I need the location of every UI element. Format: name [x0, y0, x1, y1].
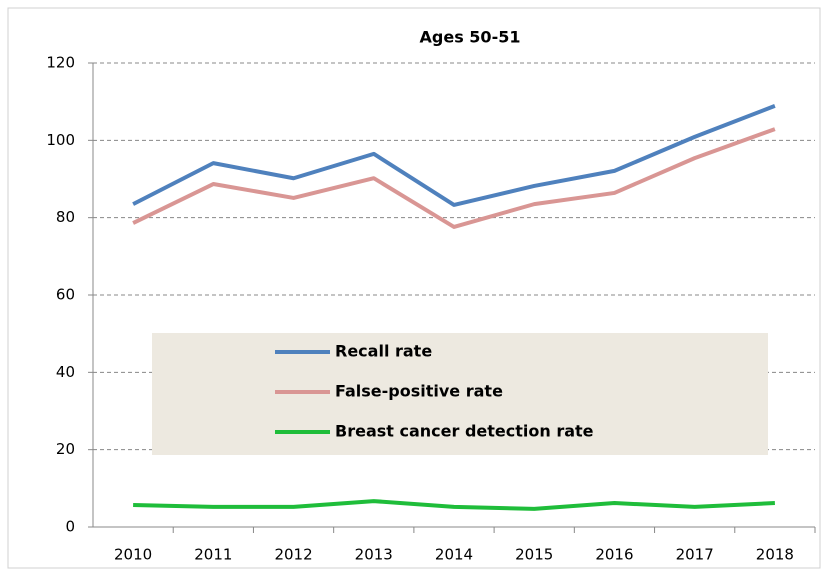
chart-title: Ages 50-51 — [420, 28, 521, 47]
y-tick-label: 60 — [56, 286, 75, 304]
x-tick-label: 2015 — [515, 546, 553, 564]
y-tick-label: 80 — [56, 208, 75, 226]
y-tick-label: 40 — [56, 363, 75, 381]
x-tick-label: 2010 — [114, 546, 152, 564]
x-tick-label: 2017 — [676, 546, 714, 564]
x-tick-label: 2016 — [595, 546, 633, 564]
chart-frame — [7, 7, 821, 569]
legend-label: Breast cancer detection rate — [335, 422, 594, 441]
legend-label: Recall rate — [335, 342, 432, 361]
y-tick-label: 20 — [56, 440, 75, 458]
y-tick-label: 100 — [46, 131, 75, 149]
x-tick-label: 2011 — [194, 546, 232, 564]
series-line — [132, 104, 776, 207]
x-tick-label: 2018 — [756, 546, 794, 564]
x-tick-label: 2012 — [274, 546, 312, 564]
series-line — [133, 499, 775, 511]
legend-box — [152, 333, 768, 455]
y-tick-label: 120 — [46, 54, 75, 72]
legend-label: False-positive rate — [335, 382, 503, 401]
y-tick-label: 0 — [65, 518, 75, 536]
x-tick-label: 2013 — [355, 546, 393, 564]
x-tick-label: 2014 — [435, 546, 473, 564]
series-line — [132, 127, 776, 229]
